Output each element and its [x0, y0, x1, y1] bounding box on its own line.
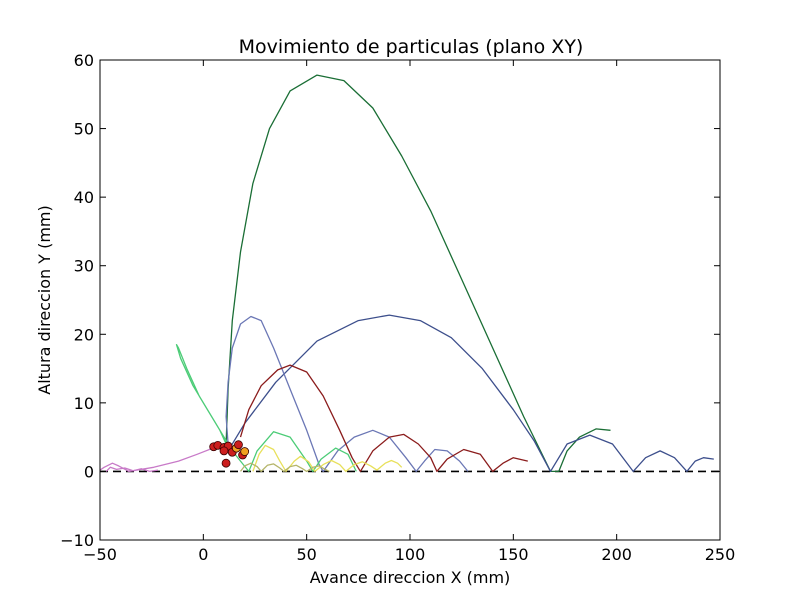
y-tick-label: 0: [84, 462, 94, 481]
marker-layer: [209, 440, 250, 468]
trajectory-line-2: [227, 314, 714, 473]
trajectory-line-6: [252, 444, 403, 473]
x-tick-label: 100: [395, 545, 426, 564]
y-tick-label: −10: [60, 531, 94, 550]
x-tick-label: 200: [601, 545, 632, 564]
trajectory-line-8: [100, 444, 221, 473]
y-axis-title: Altura direccion Y (mm): [35, 205, 54, 395]
y-tick-label: 20: [74, 325, 94, 344]
x-tick-label: 150: [498, 545, 529, 564]
trajectory-line-9: [105, 466, 159, 473]
particle-marker-9: [240, 447, 250, 456]
y-tick-label: 30: [74, 257, 94, 276]
trajectory-line-1: [225, 74, 611, 473]
particle-marker-10: [219, 446, 229, 456]
y-tick-label: 50: [74, 120, 94, 139]
trajectory-line-7: [239, 462, 330, 473]
trajectory-line-3: [225, 315, 469, 473]
x-tick-label: 0: [198, 545, 208, 564]
y-tick-label: 10: [74, 394, 94, 413]
x-axis-title: Avance direccion X (mm): [310, 568, 511, 587]
y-tick-label: 60: [74, 51, 94, 70]
trajectory-line-4: [239, 364, 528, 473]
x-tick-label: 50: [296, 545, 316, 564]
particle-marker-11: [221, 458, 231, 468]
plot-area: [100, 74, 720, 473]
y-tick-label: 40: [74, 188, 94, 207]
chart-title: Movimiento de particulas (plano XY): [239, 36, 584, 58]
particle-marker-7: [234, 440, 243, 450]
x-tick-label: −50: [83, 545, 117, 564]
tick-layer: −50 0 50 100 150 200 250 −10 0 10 20 30 40 50 60: [60, 51, 735, 564]
x-tick-label: 250: [705, 545, 736, 564]
